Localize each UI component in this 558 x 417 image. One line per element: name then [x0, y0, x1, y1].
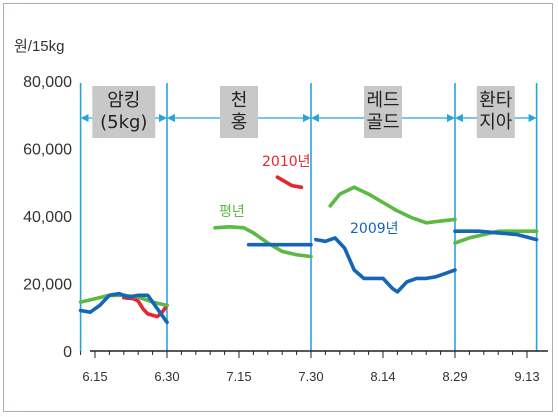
series-line	[275, 175, 304, 190]
series-line	[213, 225, 313, 259]
x-tick-label: 6.15	[82, 369, 107, 384]
series-line	[314, 236, 457, 294]
series-annotation: 2010년	[262, 154, 311, 170]
segment-label-box	[220, 86, 258, 138]
segment-label: (5kg)	[100, 112, 147, 133]
x-tick-label: 7.30	[298, 369, 323, 384]
x-tick-label: 9.13	[514, 369, 539, 384]
series-line	[453, 229, 539, 242]
x-axis: 6.15 6.30 7.15 7.30 8.14 8.29 9.13	[80, 350, 548, 384]
y-tick-label: 60,000	[23, 142, 72, 159]
y-tick-label: 80,000	[23, 74, 72, 91]
y-axis-ticks: 80,000 60,000 40,000 20,000 0	[23, 74, 72, 361]
segment-label-box	[364, 86, 402, 138]
x-tick-label: 7.15	[226, 369, 251, 384]
series-annotation: 평년	[219, 204, 245, 220]
segment-label-box	[92, 86, 156, 138]
series-lines	[78, 175, 539, 325]
series-line	[328, 185, 457, 225]
x-tick-label: 8.14	[370, 369, 395, 384]
segment-label: 암킹	[107, 90, 140, 111]
segment-label: 환타	[479, 90, 513, 111]
segment-label: 홍	[231, 112, 248, 133]
chart-frame	[3, 3, 553, 412]
x-tick-label: 8.29	[442, 369, 467, 384]
segment-label: 지아	[479, 112, 513, 133]
y-tick-label: 0	[63, 344, 72, 361]
segment-label: 천	[231, 90, 248, 111]
segment-label: 골드	[366, 112, 399, 133]
series-line	[78, 291, 169, 325]
segment-label-box	[476, 86, 515, 138]
y-axis-label: 원/15kg	[14, 38, 65, 55]
y-tick-label: 40,000	[23, 209, 72, 226]
x-tick-label: 6.30	[154, 369, 179, 384]
y-tick-label: 20,000	[23, 277, 72, 294]
segment-label: 레드	[366, 90, 399, 111]
series-annotation: 2009년	[350, 221, 399, 237]
